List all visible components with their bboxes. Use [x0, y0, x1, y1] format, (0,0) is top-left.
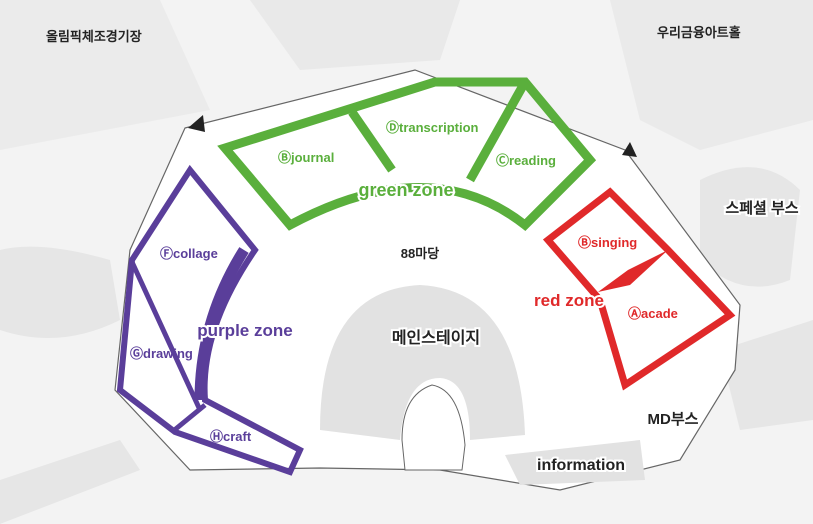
entrance-arrow-left-icon: [188, 115, 205, 132]
purple-booth-labels: Ⓕcollage Ⓖdrawing Ⓗcraft: [130, 246, 252, 444]
purple-zone-divider: [194, 247, 249, 401]
booth-transcription[interactable]: Ⓓtranscription: [386, 120, 479, 135]
booth-drawing[interactable]: Ⓖdrawing: [130, 346, 193, 361]
booth-singing[interactable]: Ⓑsinging: [578, 235, 637, 250]
red-zone: [542, 187, 736, 391]
green-zone-title: green zone: [358, 180, 453, 200]
plaza-label: 88마당: [401, 246, 439, 261]
stage-inner-cutout: [401, 384, 466, 471]
main-stage-label: 메인스테이지: [392, 329, 480, 347]
information-label[interactable]: information: [535, 455, 627, 476]
green-booth-labels: Ⓑjournal Ⓓtranscription Ⓒreading: [278, 120, 556, 168]
plaza-outline: [114, 69, 741, 491]
red-zone-title: red zone: [534, 291, 604, 310]
booth-journal[interactable]: Ⓑjournal: [278, 150, 334, 165]
red-booth-labels: Ⓑsinging Ⓐacade: [578, 235, 678, 321]
information-area: [505, 440, 645, 485]
booth-reading[interactable]: Ⓒreading: [496, 153, 556, 168]
booth-acade[interactable]: Ⓐacade: [628, 306, 678, 321]
red-zone-divider: [598, 250, 668, 292]
md-booth-label: MD부스: [648, 411, 699, 428]
main-stage-area: [320, 285, 525, 440]
purple-zone-title: purple zone: [197, 321, 292, 340]
green-zone: [217, 77, 597, 232]
special-booth-label: 스페셜 부스: [725, 200, 798, 217]
art-hall-label: 우리금융아트홀: [657, 25, 741, 40]
entrance-arrow-right-icon: [622, 142, 637, 157]
gymnastics-arena-label: 올림픽체조경기장: [46, 29, 142, 44]
booth-collage[interactable]: Ⓕcollage: [160, 246, 218, 261]
booth-craft[interactable]: Ⓗcraft: [210, 429, 252, 444]
